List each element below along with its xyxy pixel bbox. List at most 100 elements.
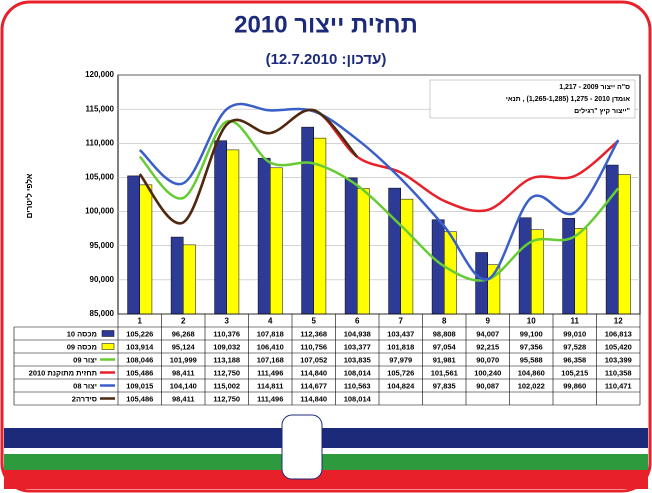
y-axis-label: אלפי ליטרים (25, 173, 34, 218)
table-cell: 105,486 (126, 394, 153, 403)
table-cell: 105,420 (605, 342, 632, 351)
table-cell: 96,358 (563, 355, 586, 364)
table-cell: 97,835 (433, 381, 456, 390)
table-cell: 112,750 (213, 368, 240, 377)
bar (171, 237, 183, 314)
y-tick-label: 120,000 (85, 70, 114, 79)
table-cell: 99,100 (520, 329, 543, 338)
x-tick-label: 5 (312, 317, 317, 326)
chart: תחזית ייצור 2010 (עדכון: 12.7.2010) אלפי… (0, 0, 652, 493)
x-tick-label: 10 (527, 317, 536, 326)
table-cell: 107,052 (300, 355, 327, 364)
table-cell: 107,818 (257, 329, 284, 338)
chart-subtitle: (עדכון: 12.7.2010) (266, 51, 387, 68)
stripe (4, 470, 648, 489)
table-cell: 90,087 (476, 381, 499, 390)
table-cell: 114,840 (300, 368, 327, 377)
bar (531, 230, 543, 314)
table-cell: 98,411 (172, 368, 195, 377)
bar (183, 245, 195, 314)
x-tick-label: 8 (442, 317, 447, 326)
table-cell: 99,860 (563, 381, 586, 390)
stripe (4, 428, 648, 448)
table-cell: 109,015 (126, 381, 153, 390)
table-cell: 100,240 (474, 368, 501, 377)
table-cell: 110,376 (213, 329, 240, 338)
legend-label: יצור 09 (73, 355, 97, 364)
x-tick-label: 3 (225, 317, 230, 326)
table-cell: 98,411 (172, 394, 195, 403)
table-cell: 103,835 (344, 355, 371, 364)
table-cell: 97,054 (433, 342, 457, 351)
table-cell: 101,818 (387, 342, 414, 351)
table-cell: 110,358 (605, 368, 632, 377)
annotation: ייצור קיץ "רגילים" (574, 107, 630, 115)
annotation: ס"ה ייצור 2009 - 1,217 (559, 84, 630, 91)
legend-key (102, 331, 114, 337)
table-cell: 111,496 (257, 394, 283, 403)
bar (563, 218, 575, 314)
table-cell: 104,140 (170, 381, 197, 390)
table-cell: 105,486 (126, 368, 153, 377)
bar (140, 185, 152, 314)
table-cell: 96,268 (172, 329, 195, 338)
legend-label: מכסה 10 (67, 329, 97, 338)
legend-label: סידרה2 (72, 394, 97, 403)
table-cell: 105,726 (387, 368, 414, 377)
table-cell: 97,979 (389, 355, 412, 364)
bar (389, 188, 401, 314)
y-tick-label: 110,000 (86, 138, 115, 147)
bar (345, 178, 357, 314)
table-cell: 91,981 (433, 355, 456, 364)
y-tick-label: 85,000 (90, 309, 115, 318)
bar (618, 175, 630, 314)
table-cell: 113,188 (213, 355, 240, 364)
table-cell: 108,046 (126, 355, 153, 364)
x-tick-label: 9 (486, 317, 491, 326)
table-cell: 103,437 (387, 329, 414, 338)
y-tick-label: 105,000 (85, 173, 114, 182)
table-cell: 114,840 (300, 394, 327, 403)
y-tick-label: 90,000 (90, 275, 115, 284)
table-cell: 104,860 (518, 368, 545, 377)
x-tick-label: 1 (138, 317, 143, 326)
table-cell: 110,756 (300, 342, 327, 351)
table-cell: 103,399 (605, 355, 632, 364)
table-cell: 103,914 (126, 342, 154, 351)
table-cell: 112,368 (300, 329, 327, 338)
table-cell: 112,750 (213, 394, 240, 403)
table-cell: 109,032 (213, 342, 240, 351)
bar (401, 199, 413, 314)
bar (357, 189, 369, 314)
bar (302, 127, 314, 314)
legend-label: תחזית מתוקנת 2010 (29, 368, 97, 377)
bar (606, 165, 618, 314)
table-cell: 95,124 (172, 342, 196, 351)
x-tick-label: 11 (571, 317, 580, 326)
table-cell: 92,215 (476, 342, 499, 351)
x-tick-label: 6 (355, 317, 360, 326)
table-cell: 101,561 (431, 368, 458, 377)
bar (575, 228, 587, 314)
bar (128, 176, 140, 314)
bar (519, 218, 531, 314)
chart-title: תחזית ייצור 2010 (234, 11, 418, 38)
table-cell: 106,813 (605, 329, 632, 338)
bar (258, 158, 270, 314)
x-tick-label: 2 (181, 317, 186, 326)
y-tick-label: 95,000 (90, 241, 115, 250)
table-cell: 114,811 (257, 381, 283, 390)
legend-label: מכסה 09 (67, 342, 97, 351)
logo (282, 415, 322, 479)
table-cell: 107,168 (257, 355, 284, 364)
table-cell: 99,010 (563, 329, 586, 338)
table-cell: 105,215 (561, 368, 588, 377)
table-cell: 106,410 (257, 342, 284, 351)
table-cell: 97,356 (520, 342, 543, 351)
table-cell: 104,938 (344, 329, 371, 338)
table-cell: 94,007 (476, 329, 499, 338)
bar (270, 168, 282, 314)
legend-label: יצור 08 (73, 381, 97, 390)
table-cell: 101,999 (170, 355, 197, 364)
table-cell: 115,002 (213, 381, 240, 390)
